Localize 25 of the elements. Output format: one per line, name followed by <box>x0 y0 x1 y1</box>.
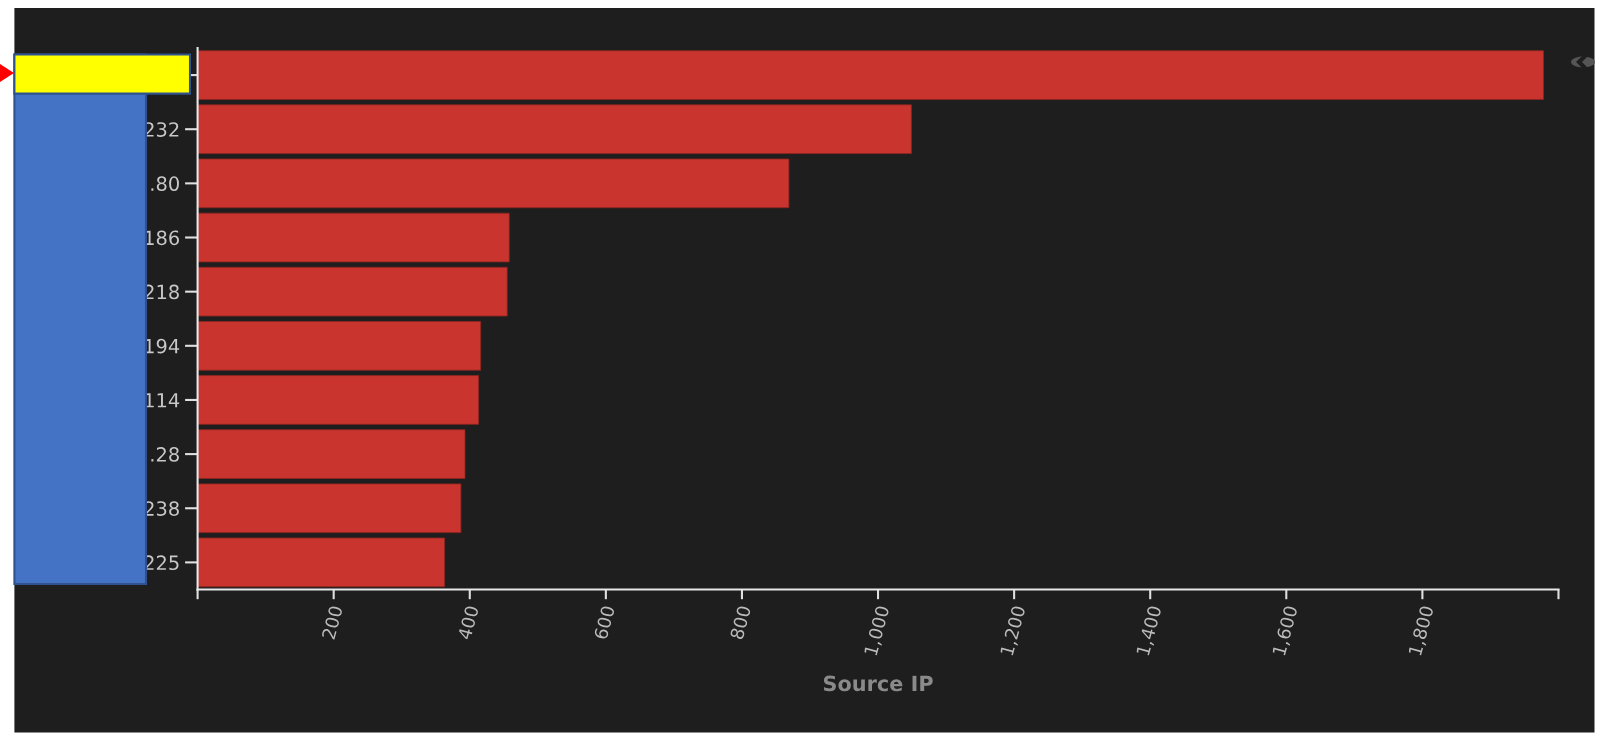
y-tick-label: .80 <box>151 176 179 192</box>
bar <box>197 375 480 425</box>
x-tick-label: 800 <box>729 605 752 640</box>
bar <box>197 483 462 534</box>
bar <box>197 50 1544 100</box>
y-tick-label: 186 <box>145 230 180 246</box>
x-tick-label: 1,200 <box>999 605 1028 657</box>
bar <box>197 104 912 154</box>
bar <box>197 266 508 317</box>
bar <box>197 537 446 588</box>
x-tick-label: 200 <box>321 605 343 640</box>
x-tick-label: 400 <box>457 605 479 641</box>
y-tick-label: 114 <box>145 393 180 408</box>
bar <box>197 321 482 371</box>
bar <box>197 158 790 209</box>
bar <box>197 429 466 479</box>
x-tick-label: 1,000 <box>863 605 892 657</box>
x-axis-title: Source IP <box>823 675 933 692</box>
y-tick-label: .28 <box>151 447 179 462</box>
y-tick-label: 194 <box>145 338 180 354</box>
x-tick-label: 600 <box>593 605 616 640</box>
x-tick-label: 1,800 <box>1408 605 1436 657</box>
x-tick-label: 1,400 <box>1135 605 1164 657</box>
x-tick-label: 1,600 <box>1272 605 1300 657</box>
bar <box>197 212 510 263</box>
